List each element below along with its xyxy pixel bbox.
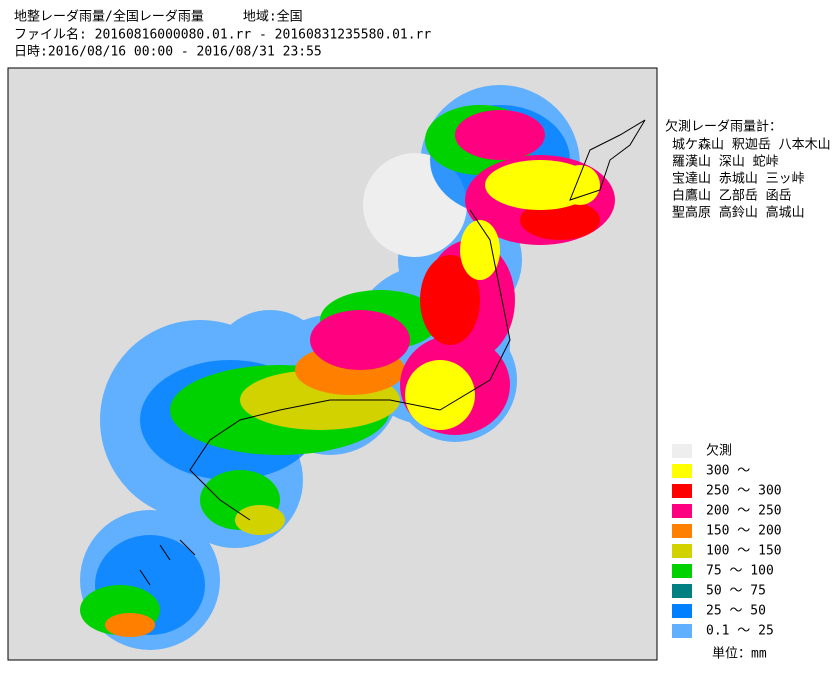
legend-label: 250 ～ 300 [706, 484, 782, 499]
missing-title: 欠測レーダ雨量計： [665, 119, 782, 135]
legend-swatch [672, 484, 692, 498]
missing-row: 白鷹山 乙部岳 函岳 [672, 188, 792, 204]
header-line: 日時:2016/08/16 00:00 - 2016/08/31 23:55 [14, 45, 322, 60]
legend-swatch [672, 624, 692, 638]
legend-swatch [672, 524, 692, 538]
legend-swatch [672, 444, 692, 458]
legend-swatch [672, 464, 692, 478]
legend-swatch [672, 504, 692, 518]
legend-label: 25 ～ 50 [706, 604, 766, 619]
missing-row: 宝達山 赤城山 三ッ峠 [672, 172, 805, 187]
legend: 欠測 300 ～ 250 ～ 300 200 ～ 250 150 ～ 200 100 ～ … [672, 443, 782, 639]
legend-swatch [672, 544, 692, 558]
legend-label: 75 ～ 100 [706, 564, 774, 579]
unit: 単位：mm [712, 646, 767, 662]
missing-row: 聖高原 高鈴山 高城山 [672, 205, 805, 221]
legend-swatch [672, 604, 692, 618]
legend-label: 欠測 [706, 443, 732, 459]
legend-label: 0.1 ～ 25 [706, 624, 774, 639]
legend-label: 300 ～ [706, 464, 750, 479]
header-line: 地整レーダ雨量/全国レーダ雨量 地域:全国 [14, 9, 303, 25]
legend-label: 150 ～ 200 [706, 524, 782, 539]
legend-swatch [672, 564, 692, 578]
missing-row: 城ケ森山 釈迦岳 八本木山 [672, 138, 831, 153]
map [7, 67, 658, 661]
legend-swatch [672, 584, 692, 598]
legend-label: 50 ～ 75 [706, 584, 766, 599]
legend-label: 100 ～ 150 [706, 544, 782, 559]
header-line: ファイル名: 20160816000080.01.rr - 2016083123… [14, 27, 431, 43]
legend-label: 200 ～ 250 [706, 504, 782, 519]
missing-row: 羅漢山 深山 蛇峠 [672, 155, 779, 170]
